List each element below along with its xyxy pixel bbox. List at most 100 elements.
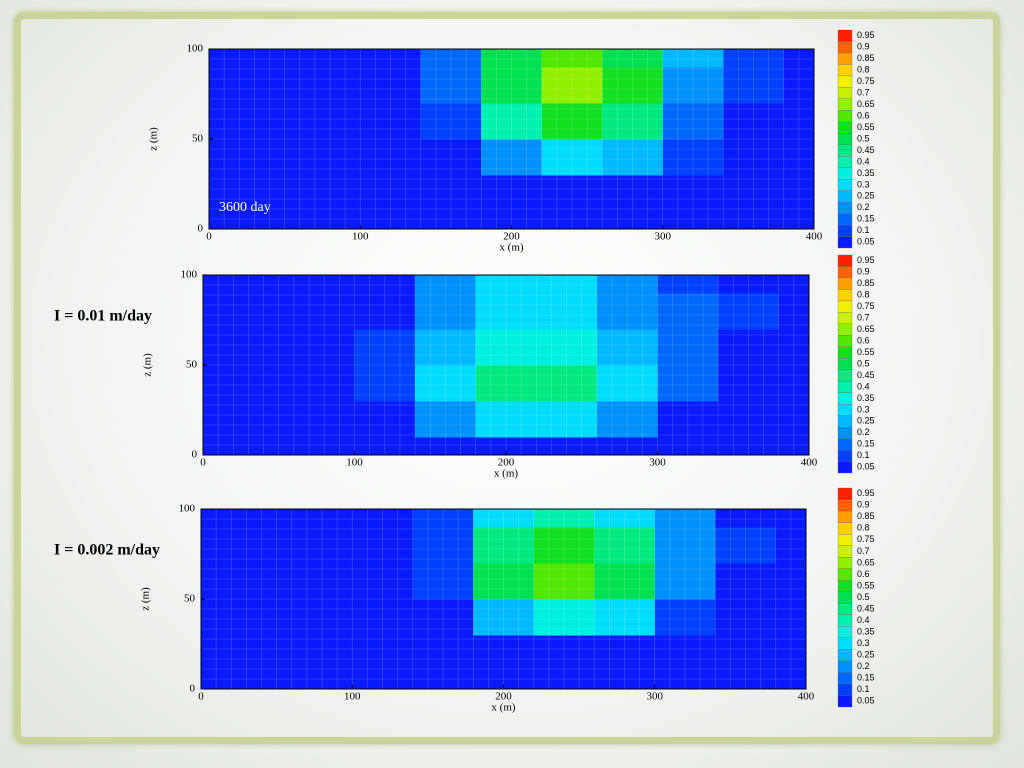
field-cell bbox=[775, 599, 806, 636]
y-axis-label: z (m) bbox=[142, 353, 154, 377]
contour-plot: 0 100 200 300 400 0 50 100 x (m) z (m) I = 0.002 m… bbox=[54, 487, 875, 714]
x-axis-label: x (m) bbox=[499, 242, 523, 254]
colorbar-label: 0.3 bbox=[857, 638, 870, 648]
field-cell bbox=[533, 509, 595, 528]
field-cell bbox=[415, 437, 477, 455]
field-cell bbox=[209, 67, 240, 104]
field-cell bbox=[718, 437, 780, 455]
colorbar-swatch bbox=[837, 190, 853, 203]
field bbox=[209, 49, 814, 229]
field-cell bbox=[201, 599, 232, 636]
field-cell bbox=[718, 293, 780, 330]
field-cell bbox=[715, 509, 777, 528]
field-cell bbox=[203, 365, 234, 402]
field-cell bbox=[354, 401, 416, 438]
colorbar: 0.050.10.150.20.250.30.350.40.450.50.550… bbox=[837, 487, 875, 708]
colorbar-swatch bbox=[837, 110, 853, 122]
colorbar-label: 0.1 bbox=[857, 684, 870, 694]
colorbar-swatch bbox=[837, 487, 853, 500]
field-cell bbox=[723, 67, 785, 104]
field-cell bbox=[415, 401, 477, 438]
field-cell bbox=[473, 599, 535, 636]
x-tick-label: 100 bbox=[346, 457, 363, 469]
field-cell bbox=[291, 509, 353, 528]
field-cell bbox=[775, 635, 806, 672]
field-cell bbox=[657, 293, 719, 330]
field-cell bbox=[239, 49, 301, 68]
panel-label: I = 0.01 m/day bbox=[54, 308, 152, 325]
x-tick-label: 400 bbox=[801, 457, 818, 469]
colorbar-label: 0.8 bbox=[857, 523, 870, 533]
field-cell bbox=[291, 671, 353, 689]
colorbar-swatch bbox=[837, 614, 853, 627]
colorbar-swatch bbox=[837, 499, 853, 512]
field-cell bbox=[594, 509, 656, 528]
y-tick-label: 50 bbox=[186, 359, 198, 371]
colorbar-swatch bbox=[837, 533, 853, 546]
y-tick-label: 0 bbox=[190, 683, 196, 695]
field-cell bbox=[412, 671, 474, 689]
field-cell bbox=[415, 275, 477, 294]
field-cell bbox=[415, 293, 477, 330]
field-cell bbox=[201, 635, 232, 672]
field-cell bbox=[594, 563, 656, 600]
field-cell bbox=[783, 175, 814, 212]
field-cell bbox=[533, 671, 595, 689]
colorbar-swatch bbox=[837, 179, 853, 191]
colorbar-label: 0.7 bbox=[857, 87, 870, 97]
field-cell bbox=[783, 67, 814, 104]
colorbar-swatch bbox=[837, 224, 853, 237]
colorbar-label: 0.25 bbox=[857, 416, 875, 426]
colorbar-label: 0.9 bbox=[857, 267, 870, 277]
field-cell bbox=[360, 175, 422, 212]
y-axis-label: z (m) bbox=[148, 127, 160, 151]
colorbar-swatch bbox=[837, 404, 853, 416]
field-cell bbox=[231, 563, 293, 600]
field-cell bbox=[654, 509, 716, 528]
field-cell bbox=[662, 139, 724, 176]
colorbar-label: 0.05 bbox=[857, 237, 875, 247]
field bbox=[203, 275, 809, 455]
field-cell bbox=[594, 671, 656, 689]
field-cell bbox=[209, 49, 240, 68]
field-cell bbox=[354, 437, 416, 455]
colorbar-swatch bbox=[837, 369, 853, 382]
field-cell bbox=[657, 329, 719, 366]
colorbar-swatch bbox=[837, 254, 853, 267]
slide-border bbox=[14, 12, 1000, 744]
x-axis-label: x (m) bbox=[491, 702, 515, 714]
colorbar-swatch bbox=[837, 637, 853, 650]
y-tick-label: 0 bbox=[192, 449, 198, 461]
colorbar-label: 0.85 bbox=[857, 511, 875, 521]
field-cell bbox=[596, 365, 658, 402]
colorbar-swatch bbox=[837, 277, 853, 290]
contour-plot: 0 100 200 300 400 0 50 100 x (m) z (m) 3600 day 0.0… bbox=[148, 29, 875, 254]
field-cell bbox=[775, 563, 806, 600]
colorbar-label: 0.1 bbox=[857, 225, 870, 235]
colorbar-swatch bbox=[837, 557, 853, 569]
y-tick-label: 100 bbox=[187, 43, 204, 55]
field-cell bbox=[473, 671, 535, 689]
field-cell bbox=[352, 671, 414, 689]
field-cell bbox=[475, 275, 537, 294]
field-cell bbox=[420, 211, 482, 229]
colorbar-swatch bbox=[837, 461, 853, 474]
field-cell bbox=[352, 635, 414, 672]
colorbar-swatch bbox=[837, 415, 853, 428]
colorbar-label: 0.4 bbox=[857, 156, 870, 166]
field-cell bbox=[299, 103, 361, 140]
y-tick-label: 100 bbox=[181, 269, 198, 281]
field-cell bbox=[602, 67, 664, 104]
colorbar-swatch bbox=[837, 133, 853, 145]
colorbar-swatch bbox=[837, 64, 853, 77]
colorbar-label: 0.4 bbox=[857, 381, 870, 391]
field-cell bbox=[475, 365, 537, 402]
field-cell bbox=[778, 401, 809, 438]
field-cell bbox=[536, 437, 598, 455]
field-cell bbox=[594, 635, 656, 672]
colorbar-label: 0.3 bbox=[857, 179, 870, 189]
colorbar-label: 0.2 bbox=[857, 427, 870, 437]
x-tick-label: 300 bbox=[649, 457, 666, 469]
colorbar-label: 0.9 bbox=[857, 42, 870, 52]
field-cell bbox=[203, 329, 234, 366]
